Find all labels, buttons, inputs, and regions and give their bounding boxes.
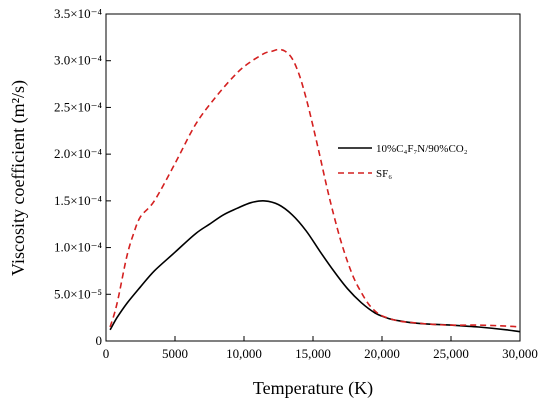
legend: 10%C₄F₇N/90%CO₂ SF₆ <box>338 143 468 180</box>
y-axis: 0 5.0×10⁻⁵ 1.0×10⁻⁴ 1.5×10⁻⁴ 2.0×10⁻⁴ 2.5×10⁻… <box>54 6 111 348</box>
legend-label-series-2: SF₆ <box>376 168 392 180</box>
y-tick-label: 1.5×10⁻⁴ <box>54 193 102 208</box>
x-tick-label: 5000 <box>162 346 188 361</box>
series-layer <box>109 48 521 333</box>
series-line-1 <box>109 200 521 333</box>
x-tick-label: 0 <box>103 346 110 361</box>
y-tick-label: 2.0×10⁻⁴ <box>54 146 102 161</box>
y-tick-label: 3.5×10⁻⁴ <box>54 6 102 21</box>
y-tick-label: 3.0×10⁻⁴ <box>54 53 102 68</box>
x-tick-label: 15,000 <box>295 346 331 361</box>
x-tick-label: 25,000 <box>433 346 469 361</box>
y-tick-label: 1.0×10⁻⁴ <box>54 240 102 255</box>
x-tick-label: 10,000 <box>226 346 262 361</box>
y-axis-label: Viscosity coefficient (m²/s) <box>8 80 29 276</box>
series-line-2 <box>109 48 521 328</box>
y-tick-label: 5.0×10⁻⁵ <box>54 286 102 301</box>
y-tick-label: 2.5×10⁻⁴ <box>54 99 102 114</box>
y-tick-label: 0 <box>96 333 103 348</box>
x-tick-label: 20,000 <box>364 346 400 361</box>
x-tick-label: 30,000 <box>502 346 538 361</box>
x-axis: 0 5000 10,000 15,000 20,000 25,000 30,000 <box>103 336 538 361</box>
legend-label-series-1: 10%C₄F₇N/90%CO₂ <box>376 143 468 155</box>
x-axis-label: Temperature (K) <box>253 378 373 399</box>
